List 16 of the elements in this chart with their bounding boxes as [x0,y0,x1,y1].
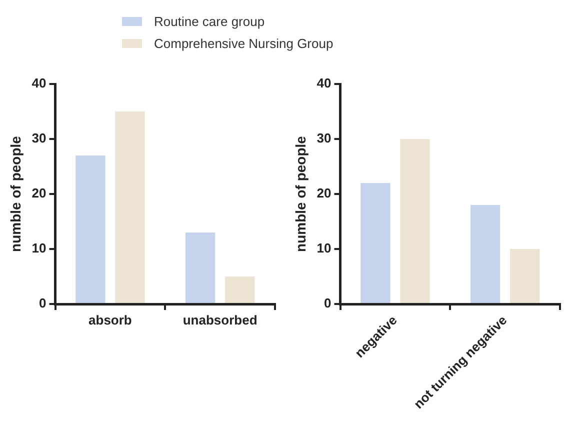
y-tick-label: 20 [32,186,46,201]
y-tick-label: 30 [316,130,332,146]
x-tick-label: absorb [88,312,132,328]
y-tick-label: 0 [39,296,46,311]
y-tick-label: 10 [32,240,46,256]
x-tick-label: unabsorbed [182,312,258,328]
y-tick-label: 30 [32,130,46,146]
y-axis-title: numble of people [292,136,308,252]
legend-label: Comprehensive Nursing Group [154,36,334,50]
y-tick-label: 10 [316,240,332,256]
y-tick-label: 0 [324,296,332,311]
y-axis-title: numble of people [7,136,24,252]
legend-label: Routine care group [154,14,265,28]
y-tick-label: 20 [316,186,332,201]
y-tick-label: 40 [316,76,332,91]
y-tick-label: 40 [32,76,46,91]
